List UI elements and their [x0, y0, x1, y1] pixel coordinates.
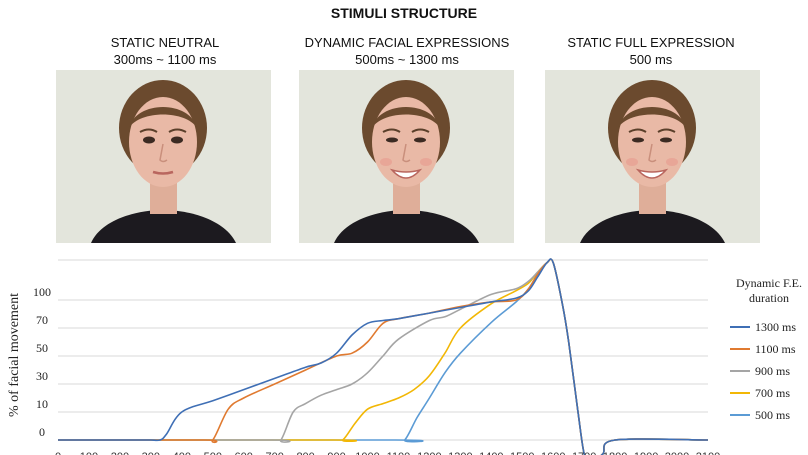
chart-grid: [58, 259, 708, 441]
x-tick-label: 700: [265, 451, 283, 455]
y-axis-label: % of facial movement: [7, 293, 22, 417]
panel-duration: 500 ms: [629, 52, 673, 67]
panel-duration: 500ms ~ 1300 ms: [355, 52, 459, 67]
legend-label: 1100 ms: [755, 342, 796, 356]
left-cheek: [626, 158, 638, 166]
panel-title: DYNAMIC FACIAL EXPRESSIONS: [304, 35, 510, 50]
x-tick-label: 1300: [448, 451, 472, 455]
x-tick-label: 2000: [665, 451, 689, 455]
x-tick-label: 600: [235, 451, 253, 455]
legend-label: 500 ms: [755, 408, 790, 422]
left-eyebrow: [139, 128, 158, 133]
x-tick-label: 1100: [387, 451, 411, 455]
neutral-mouth: [152, 170, 174, 175]
fringe: [129, 107, 197, 128]
left-eye: [632, 137, 644, 143]
nose: [402, 143, 411, 163]
panel-heading-static-full: STATIC FULL EXPRESSION 500 ms: [521, 34, 781, 68]
panel-heading-dynamic: DYNAMIC FACIAL EXPRESSIONS 500ms ~ 1300 …: [277, 34, 537, 68]
panel-heading-static-neutral: STATIC NEUTRAL 300ms ~ 1100 ms: [35, 34, 295, 68]
right-eye: [171, 136, 183, 144]
neck: [393, 182, 420, 214]
smiling-mouth: [389, 168, 423, 179]
y-tick-labels: 0 10 30 50 70 100: [33, 285, 51, 439]
x-tick-label: 1400: [479, 451, 503, 455]
photo-dynamic-face: [299, 70, 514, 243]
x-tick-label: 1500: [510, 451, 534, 455]
fringe: [372, 107, 440, 128]
x-tick-label: 0: [55, 451, 61, 455]
chart-series: [57, 258, 709, 455]
series-line-1300-ms: [57, 258, 709, 455]
y-tick-label: 50: [36, 341, 48, 355]
y-tick-label: 70: [36, 313, 48, 327]
photo-neutral-face: [56, 70, 271, 243]
legend-label: 700 ms: [755, 386, 790, 400]
figure-title: STIMULI STRUCTURE: [330, 5, 478, 21]
panel-duration: 300ms ~ 1100 ms: [113, 52, 217, 67]
shirt: [580, 210, 725, 243]
legend-title-line-1: Dynamic F.E.: [736, 276, 802, 290]
right-cheek: [666, 158, 678, 166]
x-tick-label: 2100: [696, 451, 720, 455]
right-eyebrow: [168, 128, 187, 133]
legend-label: 1300 ms: [755, 320, 796, 334]
x-tick-labels: 0 100 200 300 400 500 600 700 800 900 1000 1100 1200…: [55, 451, 720, 455]
y-tick-label: 0: [39, 425, 45, 439]
x-tick-label: 1700: [572, 451, 596, 455]
legend-title-line-2: duration: [749, 291, 789, 305]
facial-movement-chart: 0 10 30 50 70 100 0 100 200 300 400 500 600 700 800 90…: [7, 258, 802, 455]
x-tick-label: 1000: [355, 451, 379, 455]
shirt: [91, 210, 236, 243]
x-tick-label: 200: [111, 451, 129, 455]
right-eyebrow: [657, 128, 676, 133]
y-tick-label: 30: [36, 369, 48, 383]
left-eyebrow: [628, 128, 647, 133]
right-eyebrow: [411, 128, 430, 133]
x-tick-label: 1200: [417, 451, 441, 455]
x-tick-label: 900: [327, 451, 345, 455]
smiling-mouth: [635, 168, 669, 179]
right-cheek: [420, 158, 432, 166]
x-tick-label: 400: [173, 451, 191, 455]
neck: [639, 182, 666, 214]
panel-title: STATIC FULL EXPRESSION: [567, 35, 735, 50]
left-cheek: [380, 158, 392, 166]
face: [129, 97, 197, 187]
left-eyebrow: [382, 128, 401, 133]
chart-legend: Dynamic F.E. duration 1300 ms 1100 ms 900 …: [730, 276, 802, 422]
left-eye: [143, 136, 155, 144]
right-eye: [414, 137, 426, 143]
right-eye: [660, 137, 672, 143]
legend-label: 900 ms: [755, 364, 790, 378]
neck: [150, 182, 177, 214]
y-tick-label: 100: [33, 285, 51, 299]
x-tick-label: 300: [142, 451, 160, 455]
left-eye: [386, 137, 398, 143]
x-tick-label: 800: [296, 451, 314, 455]
y-tick-label: 10: [36, 397, 48, 411]
nose: [159, 143, 168, 163]
x-tick-label: 500: [204, 451, 222, 455]
x-tick-label: 1800: [603, 451, 627, 455]
x-tick-label: 1600: [541, 451, 565, 455]
photo-full-expression-face: [545, 70, 760, 243]
nose: [648, 143, 657, 163]
series-line-900-ms: [57, 258, 709, 455]
panel-title: STATIC NEUTRAL: [110, 35, 220, 50]
shirt: [334, 210, 479, 243]
x-tick-label: 1900: [634, 451, 658, 455]
x-tick-label: 100: [80, 451, 98, 455]
fringe: [618, 107, 686, 128]
